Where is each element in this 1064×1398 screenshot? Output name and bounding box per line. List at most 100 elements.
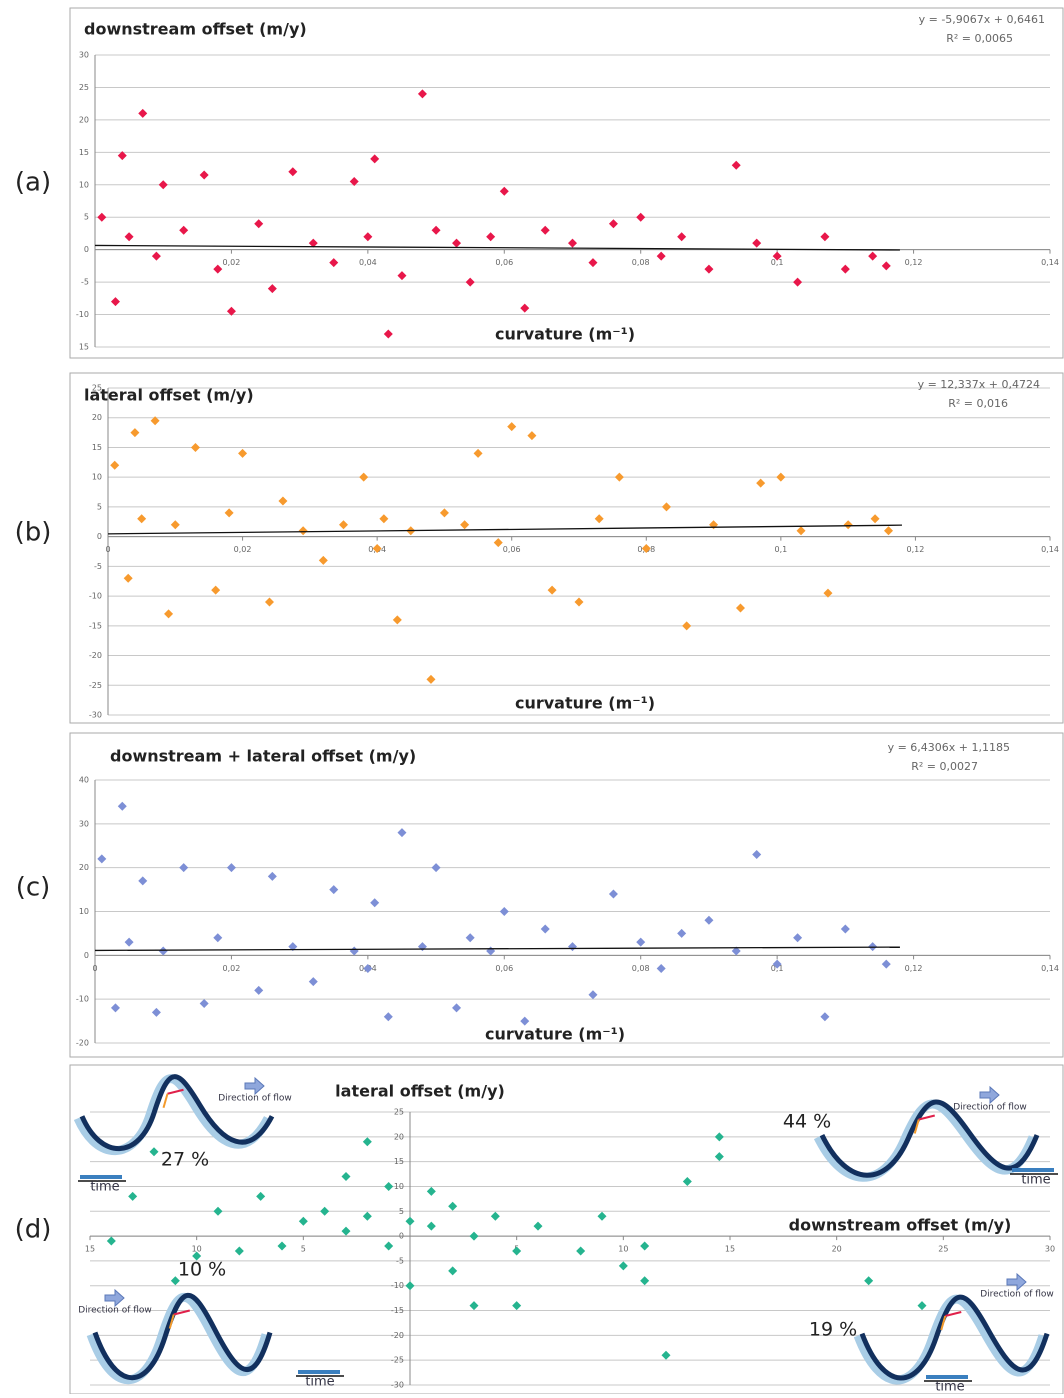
data-point [288, 167, 298, 177]
data-point [362, 1137, 372, 1147]
arrow-orange [168, 1314, 175, 1329]
data-point [677, 232, 687, 242]
data-point [318, 555, 328, 565]
data-point [372, 544, 382, 554]
trend-line [94, 244, 900, 251]
data-point [714, 1152, 724, 1162]
data-point [190, 442, 200, 452]
data-point [618, 1261, 628, 1271]
panel-frame [69, 732, 1064, 1058]
data-point [405, 1216, 415, 1226]
data-point [868, 251, 878, 261]
data-point [448, 1201, 458, 1211]
data-point [199, 170, 209, 180]
x-tick-label: 0,06 [495, 258, 513, 267]
data-point [499, 186, 509, 196]
data-point [772, 251, 782, 261]
x-axis-title: curvature (m⁻¹) [515, 694, 655, 713]
y-tick-label: -25 [89, 681, 102, 690]
data-point [756, 478, 766, 488]
y-tick-label: -30 [391, 1381, 404, 1390]
data-point [137, 514, 147, 524]
x-tick-label: 0,1 [774, 545, 787, 554]
data-point [512, 1301, 522, 1311]
data-point [469, 1301, 479, 1311]
data-point [138, 108, 148, 118]
data-point [641, 544, 651, 554]
trend-equation: y = 6,4306x + 1,1185 [888, 741, 1010, 754]
data-point [574, 597, 584, 607]
meander-inset: 44 % Direction of flow time [783, 1085, 1058, 1188]
data-point [533, 1221, 543, 1231]
data-point [772, 959, 782, 969]
data-point [199, 999, 209, 1009]
x-tick-label: 0,02 [223, 964, 241, 973]
data-point [124, 232, 134, 242]
x-tick-label: 10 [618, 1245, 628, 1254]
data-point [124, 937, 134, 947]
data-point [614, 472, 624, 482]
data-point [776, 472, 786, 482]
data-point [234, 1246, 244, 1256]
data-point [170, 1276, 180, 1286]
x-tick-label: 10 [192, 1245, 202, 1254]
data-point [682, 621, 692, 631]
data-point [150, 416, 160, 426]
y-tick-label: -20 [76, 1039, 89, 1048]
y-tick-label: 15 [394, 1157, 404, 1166]
y-tick-label: -10 [76, 310, 89, 319]
arrow-red [173, 1309, 190, 1316]
x-tick-label: 25 [938, 1245, 948, 1254]
data-point [97, 854, 107, 864]
arrow-red [945, 1311, 962, 1317]
time-label: time [935, 1380, 964, 1395]
data-point [881, 959, 891, 969]
data-point [864, 1276, 874, 1286]
data-point [264, 597, 274, 607]
data-point [486, 232, 496, 242]
data-point [164, 609, 174, 619]
data-point [512, 1246, 522, 1256]
data-point [397, 828, 407, 838]
data-point [820, 232, 830, 242]
y-tick-label: 20 [79, 115, 89, 124]
y-tick-label: -15 [89, 621, 102, 630]
data-point [117, 801, 127, 811]
data-point [661, 1350, 671, 1360]
data-point [308, 238, 318, 248]
y-tick-label: 0 [97, 532, 102, 541]
data-point [656, 963, 666, 973]
data-point [384, 1181, 394, 1191]
trend-line [94, 946, 900, 952]
data-point [392, 615, 402, 625]
flow-arrow [104, 1288, 125, 1308]
time-bar [80, 1175, 122, 1179]
x-tick-label: 0,1 [771, 258, 784, 267]
trend-equation: y = 12,337x + 0,4724 [918, 378, 1040, 391]
data-point [130, 428, 140, 438]
data-point [431, 863, 441, 873]
y-tick-label: 20 [79, 863, 89, 872]
data-point [151, 1007, 161, 1017]
trend-equation: y = -5,9067x + 0,6461 [919, 13, 1045, 26]
y-tick-label: 30 [79, 819, 89, 828]
data-point [490, 1211, 500, 1221]
data-point [636, 212, 646, 222]
y-tick-label: -30 [89, 711, 102, 720]
chart-title: lateral offset (m/y) [84, 386, 254, 405]
data-point [917, 1301, 927, 1311]
panel-label: (c) [16, 873, 51, 903]
inset-percent: 27 % [161, 1149, 209, 1171]
time-label: time [90, 1180, 119, 1195]
data-point [594, 514, 604, 524]
inset-percent: 10 % [178, 1259, 226, 1281]
x-tick-label: 0,02 [234, 545, 252, 554]
data-point [520, 303, 530, 313]
inset-percent: 19 % [809, 1319, 857, 1341]
x-tick-label: 0,06 [495, 964, 513, 973]
flow-label: Direction of flow [218, 1094, 292, 1104]
data-point [405, 1281, 415, 1291]
data-point [682, 1176, 692, 1186]
data-point [128, 1191, 138, 1201]
